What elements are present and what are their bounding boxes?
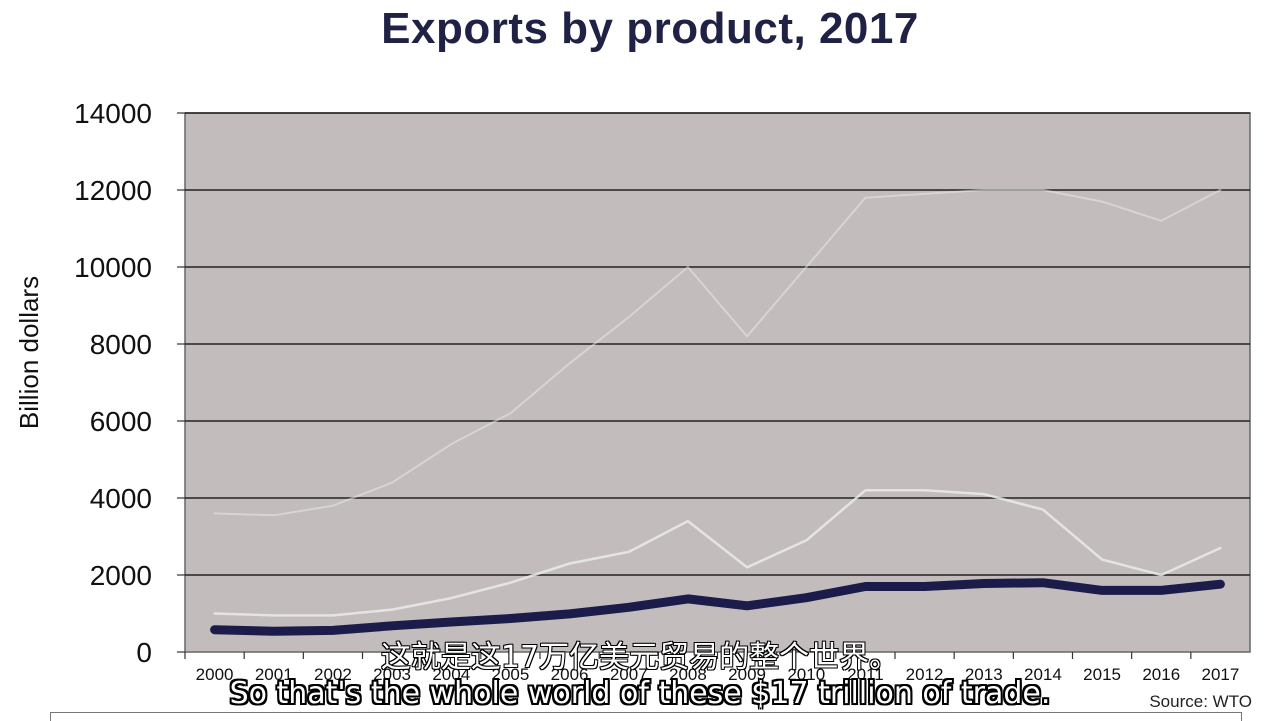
x-tick-label: 2002 [314,665,352,684]
x-tick-label: 2000 [196,665,234,684]
y-tick-labels: 0 2000 4000 6000 8000 10000 12000 14000 [74,98,152,668]
y-tick-label: 10000 [74,252,152,283]
y-tick-label: 2000 [90,560,152,591]
x-tick-label: 2015 [1083,665,1121,684]
x-tick-label: 2010 [787,665,825,684]
x-tick-label: 2003 [373,665,411,684]
y-axis-label: Billion dollars [14,276,44,429]
source-note: Source: WTO [1149,692,1252,711]
x-tick-label: 2012 [906,665,944,684]
chart-title: Exports by product, 2017 [381,4,919,53]
y-tick-label: 12000 [74,175,152,206]
x-tick-label: 2013 [965,665,1003,684]
legend-box [50,712,1242,721]
x-tick-label: 2011 [847,665,884,684]
plot-area [184,112,1251,653]
x-tick-label: 2004 [432,665,470,684]
y-tick-label: 14000 [74,98,152,129]
x-tick-label: 2014 [1024,665,1062,684]
x-tick-label: 2005 [492,665,530,684]
series-line-1 [213,189,1222,517]
y-tick-label: 0 [136,637,152,668]
subtitle-chinese: 这就是这17万亿美元贸易的整个世界。 [380,639,900,676]
x-tick-label: 2017 [1202,665,1240,684]
x-tick-label: 2009 [728,665,766,684]
series-lines [210,189,1225,636]
series-line-2 [213,489,1222,617]
x-tick-label: 2008 [669,665,707,684]
y-tick-label: 6000 [90,406,152,437]
x-tick-label: 2006 [551,665,589,684]
x-tick-label: 2001 [255,665,293,684]
x-tick-label: 2016 [1142,665,1180,684]
y-tick-label: 4000 [90,483,152,514]
gridlines [177,112,1250,653]
series-line-3 [210,578,1225,636]
subtitle-english: So that's the whole world of these $17 t… [229,676,1051,711]
x-tick-labels: 2000 2001 2002 2003 2004 2005 2006 2007 2008 2009… [184,652,1240,684]
x-tick-label: 2007 [610,665,648,684]
y-tick-label: 8000 [90,329,152,360]
